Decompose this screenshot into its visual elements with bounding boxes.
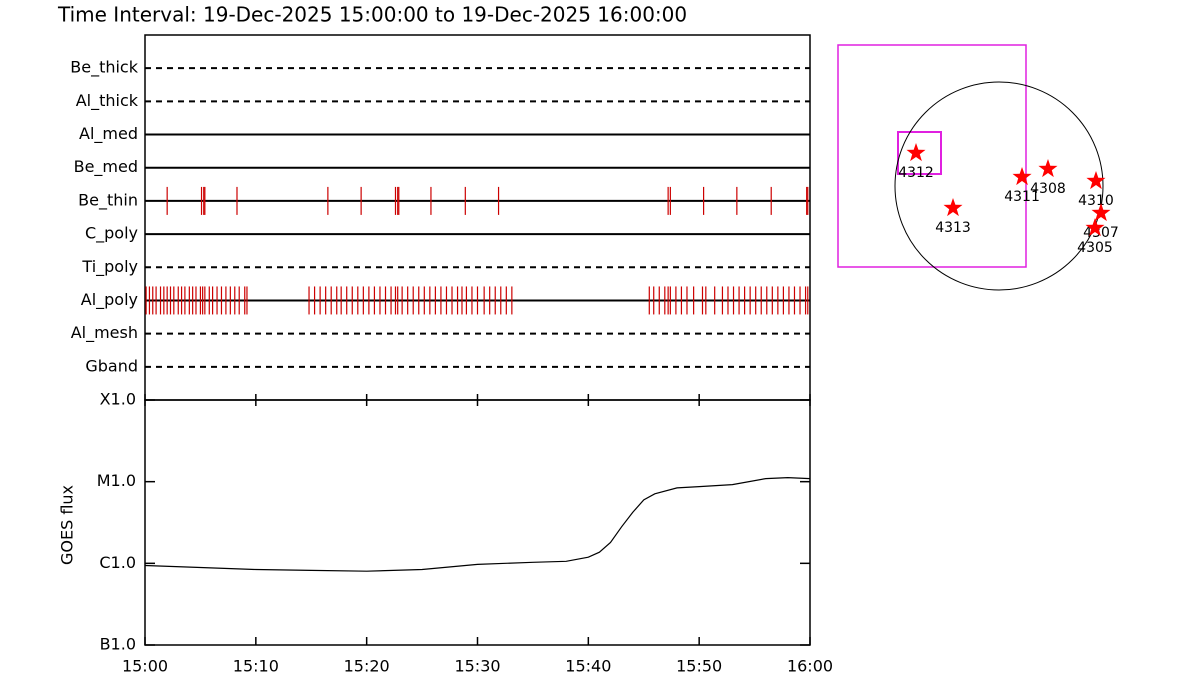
y-tick-label: M1.0 bbox=[97, 471, 136, 490]
active-region-label: 4310 bbox=[1078, 193, 1114, 209]
row-label: Gband bbox=[85, 356, 138, 375]
row-label: C_poly bbox=[85, 224, 138, 244]
active-region-star bbox=[1086, 171, 1106, 190]
row-label: Be_thin bbox=[78, 190, 138, 210]
row-label: Al_med bbox=[79, 124, 138, 144]
x-tick-label: 15:20 bbox=[344, 657, 390, 676]
active-region-label: 4308 bbox=[1030, 181, 1066, 197]
y-axis-label: GOES flux bbox=[58, 485, 77, 565]
row-label: Al_poly bbox=[81, 290, 138, 310]
row-label: Ti_poly bbox=[81, 257, 138, 277]
fov-box-small bbox=[897, 131, 942, 175]
row-label: Be_med bbox=[74, 157, 138, 177]
x-tick-label: 15:10 bbox=[233, 657, 279, 676]
x-tick-label: 16:00 bbox=[787, 657, 833, 676]
active-region-star bbox=[906, 143, 926, 162]
solar-limb bbox=[894, 81, 1104, 291]
row-label: Be_thick bbox=[70, 58, 138, 78]
y-tick-label: C1.0 bbox=[99, 553, 136, 572]
x-tick-label: 15:40 bbox=[565, 657, 611, 676]
active-region-star bbox=[943, 198, 963, 217]
x-tick-label: 15:00 bbox=[122, 657, 168, 676]
x-tick-label: 15:30 bbox=[454, 657, 500, 676]
active-region-label: 4311 bbox=[1004, 189, 1040, 205]
active-region-label: 4312 bbox=[898, 165, 934, 181]
active-region-label: 4305 bbox=[1077, 240, 1113, 256]
active-region-label: 4313 bbox=[935, 220, 971, 236]
active-region-star bbox=[1012, 167, 1032, 186]
goes-curve bbox=[144, 476, 811, 572]
row-label: Al_thick bbox=[76, 91, 139, 111]
active-region-star bbox=[1038, 159, 1058, 178]
y-tick-label: X1.0 bbox=[100, 390, 136, 409]
x-tick-label: 15:50 bbox=[676, 657, 722, 676]
active-region-star bbox=[1085, 218, 1105, 237]
chart-title: Time Interval: 19-Dec-2025 15:00:00 to 1… bbox=[57, 3, 687, 27]
fov-box bbox=[837, 44, 1027, 268]
active-region-star bbox=[1091, 203, 1111, 222]
y-tick-label: B1.0 bbox=[100, 635, 136, 654]
row-label: Al_mesh bbox=[71, 323, 138, 343]
